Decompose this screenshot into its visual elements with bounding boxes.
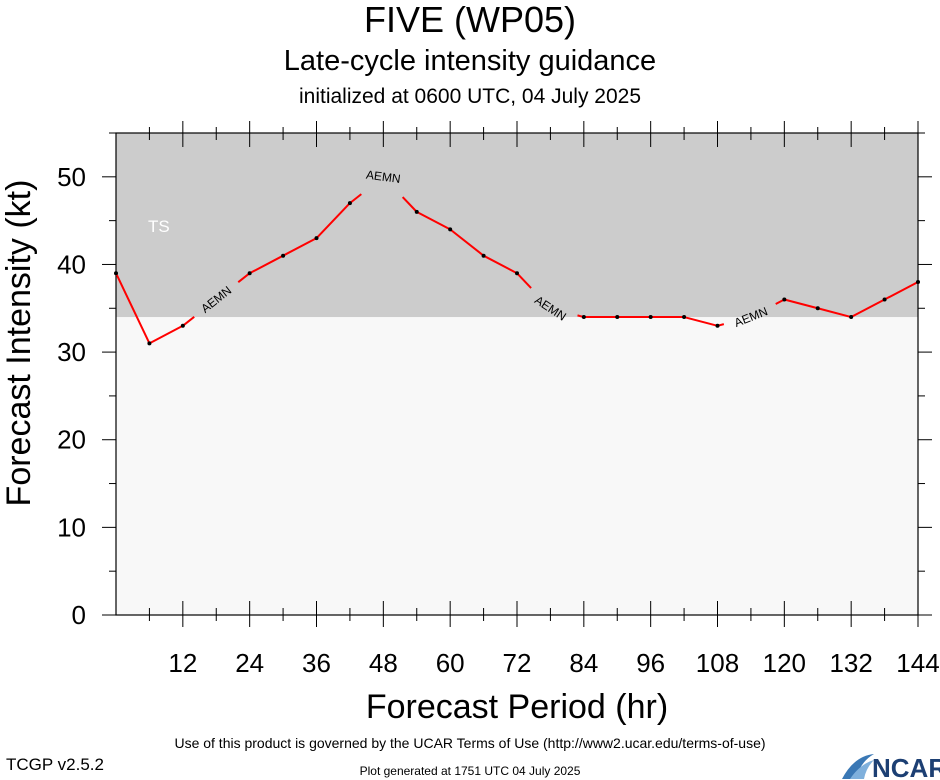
data-point (180, 323, 185, 328)
series-segment (115, 272, 151, 344)
data-point (515, 271, 519, 276)
x-tick-label: 84 (569, 648, 598, 678)
data-point (247, 271, 252, 276)
intensity-band-0 (116, 133, 918, 318)
ncar-logo: NCAR (842, 753, 940, 780)
x-tick-label: 36 (302, 648, 331, 678)
data-point (414, 209, 419, 214)
y-tick-label: 50 (57, 162, 86, 192)
series-segment (249, 254, 284, 275)
y-tick-label: 0 (72, 600, 86, 630)
y-tick-label: 40 (57, 249, 86, 279)
x-tick-label: 12 (168, 648, 197, 678)
x-tick-label: 144 (896, 648, 939, 678)
x-tick-label: 24 (235, 648, 264, 678)
terms-of-use-notice: Use of this product is governed by the U… (174, 735, 766, 751)
x-tick-label: 72 (503, 648, 532, 678)
series-segment (349, 193, 362, 204)
data-point (815, 306, 820, 311)
x-tick-label: 48 (369, 648, 398, 678)
series-segment (683, 316, 718, 327)
version-label: TCGP v2.5.2 (6, 755, 104, 774)
series-segment (315, 202, 351, 239)
plot-area: TS 12 24 36 48 60 72 84 96 108 120 132 144 0 10 20 30 40 5… (57, 121, 940, 678)
series-segment (817, 307, 852, 319)
series-segment (182, 316, 195, 327)
data-point (782, 297, 787, 302)
data-point (581, 315, 586, 320)
series-segment (483, 254, 518, 275)
series-segment (416, 210, 451, 231)
y-tick-label: 10 (57, 512, 86, 542)
data-point (314, 236, 319, 241)
data-point (882, 297, 887, 302)
data-point (715, 323, 720, 328)
ncar-logo-text: NCAR (872, 753, 940, 780)
y-tick-label: 20 (57, 425, 86, 455)
x-axis-label: Forecast Period (hr) (366, 688, 668, 726)
intensity-chart: TS 12 24 36 48 60 72 84 96 108 120 132 144 0 10 20 30 40 5… (0, 121, 940, 726)
series-segment (237, 272, 251, 283)
data-point (916, 279, 920, 284)
data-point (682, 315, 687, 320)
data-point (347, 201, 352, 206)
x-tick-label: 60 (436, 648, 465, 678)
series-label: AEMN (365, 168, 401, 186)
series-segment (516, 272, 532, 289)
y-tick-label: 30 (57, 337, 86, 367)
data-point (114, 271, 118, 276)
chart-subtitle: Late-cycle intensity guidance (283, 45, 657, 77)
series-segment (850, 298, 886, 318)
x-tick-label: 120 (763, 648, 806, 678)
series-segment (884, 281, 919, 301)
data-point (849, 315, 854, 320)
data-point (448, 227, 453, 232)
data-point (648, 315, 653, 320)
chart-init-time: initialized at 0600 UTC, 04 July 2025 (298, 85, 642, 108)
chart-title: FIVE (WP05) (363, 0, 577, 40)
series-segment (449, 228, 485, 257)
intensity-band-label: TS (148, 217, 170, 236)
x-tick-label: 132 (829, 648, 872, 678)
generated-timestamp: Plot generated at 1751 UTC 04 July 2025 (359, 764, 581, 778)
data-point (481, 253, 486, 258)
series-segment (148, 324, 184, 345)
ncar-logo-swoosh-icon (842, 754, 874, 779)
series-segment (784, 298, 819, 310)
data-point (281, 253, 286, 258)
data-point (615, 315, 620, 320)
data-point (147, 341, 152, 346)
series-segment (282, 237, 317, 257)
y-axis-label: Forecast Intensity (kt) (0, 180, 38, 507)
series-segment (401, 196, 418, 213)
x-tick-label: 108 (696, 648, 739, 678)
x-tick-label: 96 (636, 648, 665, 678)
